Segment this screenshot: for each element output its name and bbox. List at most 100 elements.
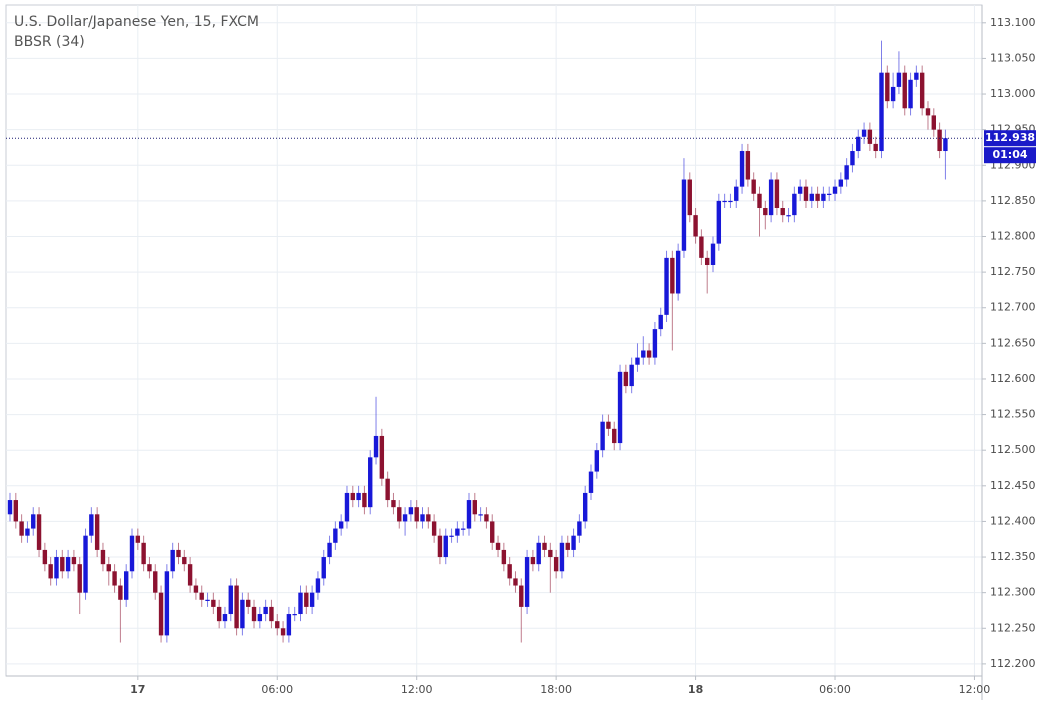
y-tick-label: 113.050 bbox=[990, 51, 1036, 64]
candle-body bbox=[472, 500, 477, 515]
candle-body bbox=[623, 371, 629, 387]
candle-body bbox=[478, 514, 483, 516]
candle-body bbox=[426, 514, 431, 522]
candle-body bbox=[48, 564, 53, 579]
candle-body bbox=[216, 606, 222, 622]
candle-body bbox=[246, 599, 251, 607]
candle-body bbox=[431, 521, 437, 536]
candle-body bbox=[716, 200, 722, 244]
candle-body bbox=[112, 571, 117, 586]
candle-body bbox=[455, 528, 460, 536]
y-tick-label: 112.850 bbox=[990, 194, 1036, 207]
candle-body bbox=[170, 549, 175, 572]
candle-body bbox=[600, 421, 605, 451]
candle-body bbox=[943, 138, 948, 152]
candle-body bbox=[414, 507, 419, 522]
candle-body bbox=[722, 200, 727, 203]
candle-body bbox=[350, 492, 355, 501]
candle-body bbox=[705, 257, 710, 265]
candle-body bbox=[443, 535, 448, 558]
x-tick-label: 06:00 bbox=[819, 683, 851, 696]
candle-body bbox=[571, 535, 576, 550]
candle-body bbox=[745, 151, 751, 180]
candle-body bbox=[338, 521, 344, 529]
candle-body bbox=[164, 571, 170, 636]
candle-body bbox=[269, 606, 274, 622]
candle-body bbox=[728, 200, 733, 203]
candle-body bbox=[315, 578, 321, 593]
candle-body bbox=[809, 193, 814, 201]
candle-body bbox=[524, 557, 530, 607]
candle-body bbox=[373, 435, 379, 458]
candle-body bbox=[228, 585, 233, 615]
plot-frame bbox=[5, 4, 983, 677]
candle-body bbox=[588, 471, 594, 493]
candle-body bbox=[182, 557, 187, 565]
candle-body bbox=[251, 606, 257, 622]
candle-body bbox=[449, 535, 454, 537]
candle-body bbox=[205, 599, 210, 601]
candle-body bbox=[100, 549, 106, 565]
x-tick-label: 12:00 bbox=[401, 683, 433, 696]
indicator-label: BBSR (34) bbox=[14, 34, 85, 50]
y-tick-label: 112.700 bbox=[990, 301, 1036, 314]
candle-body bbox=[19, 521, 24, 536]
candle-body bbox=[879, 72, 884, 152]
candle-body bbox=[757, 193, 762, 209]
candle-body bbox=[263, 606, 268, 615]
candle-body bbox=[530, 557, 536, 565]
candle-body bbox=[827, 193, 832, 195]
x-tick-label: 18 bbox=[688, 683, 703, 696]
candle-body bbox=[751, 179, 756, 194]
candle-body bbox=[385, 478, 390, 501]
candle-body bbox=[135, 535, 141, 543]
candle-body bbox=[542, 542, 547, 550]
candle-body bbox=[292, 614, 297, 616]
candle-body bbox=[321, 557, 326, 579]
y-tick-label: 112.600 bbox=[990, 372, 1036, 385]
candle-body bbox=[641, 350, 646, 358]
candle-body bbox=[890, 86, 896, 102]
candle-body bbox=[275, 621, 280, 629]
candle-body bbox=[577, 521, 582, 536]
candle-body bbox=[914, 72, 919, 80]
candle-body bbox=[675, 250, 681, 294]
candle-body bbox=[466, 500, 472, 529]
candle-body bbox=[513, 578, 518, 586]
y-tick-label: 112.300 bbox=[990, 586, 1036, 599]
x-tick-label: 17 bbox=[130, 683, 145, 696]
candle-body bbox=[553, 557, 559, 572]
candle-body bbox=[559, 542, 565, 572]
candle-body bbox=[885, 72, 890, 102]
candle-body bbox=[710, 243, 716, 265]
candle-body bbox=[693, 215, 698, 237]
candle-body bbox=[519, 585, 524, 607]
candle-body bbox=[873, 143, 878, 152]
countdown-box bbox=[984, 147, 1036, 164]
candle-body bbox=[815, 193, 820, 201]
candle-body bbox=[484, 514, 489, 522]
candle-body bbox=[681, 179, 687, 251]
candle-body bbox=[25, 528, 30, 536]
y-tick-label: 112.500 bbox=[990, 443, 1036, 456]
candle-body bbox=[304, 592, 309, 607]
candle-body bbox=[844, 165, 849, 180]
y-tick-label: 112.200 bbox=[990, 657, 1036, 670]
candle-body bbox=[768, 179, 774, 216]
candle-body bbox=[838, 179, 844, 187]
candle-body bbox=[234, 585, 239, 629]
y-tick-label: 112.650 bbox=[990, 336, 1036, 349]
candle-body bbox=[501, 549, 507, 565]
candle-body bbox=[158, 592, 164, 636]
candle-body bbox=[13, 500, 19, 522]
y-tick-label: 113.000 bbox=[990, 87, 1036, 100]
candle-body bbox=[856, 136, 861, 152]
candle-body bbox=[42, 549, 48, 565]
countdown-label: 01:04 bbox=[992, 148, 1027, 161]
candle-body bbox=[937, 129, 942, 152]
candle-body bbox=[797, 186, 803, 194]
candle-body bbox=[612, 428, 617, 444]
candle-body bbox=[664, 257, 669, 315]
candle-body bbox=[280, 628, 286, 636]
last-price-label: 112.938 bbox=[985, 131, 1035, 144]
